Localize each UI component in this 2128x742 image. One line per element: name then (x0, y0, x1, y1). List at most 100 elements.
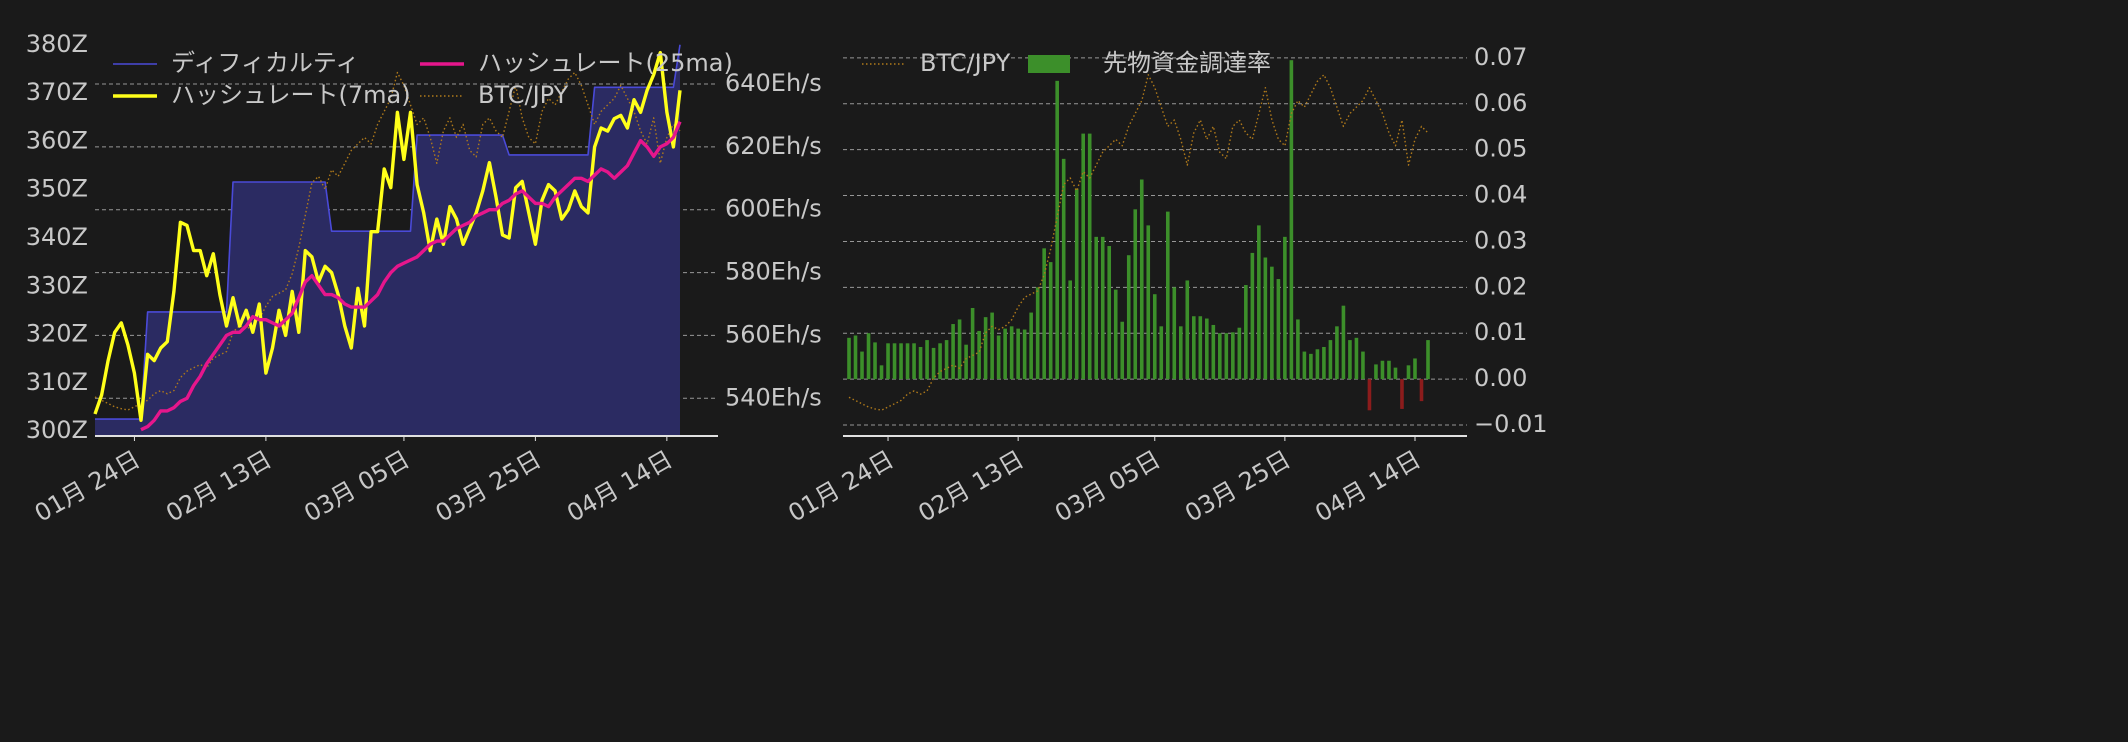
bar (1205, 318, 1209, 380)
bar (1296, 319, 1300, 380)
bar (1146, 225, 1151, 380)
bar (977, 330, 981, 380)
y-tick-label: 600Eh/s (725, 195, 822, 223)
bar (1426, 340, 1430, 380)
bar (1133, 209, 1138, 380)
legend-label: BTC/JPY (478, 81, 569, 109)
bar (1009, 326, 1014, 380)
bar (970, 307, 975, 380)
bar (938, 343, 942, 380)
y-tick-label: 380Z (26, 30, 88, 58)
legend-label: ハッシュレート(25ma) (478, 49, 733, 77)
area-fill (95, 44, 680, 437)
bar (853, 335, 858, 380)
y-tick-label: 350Z (26, 175, 88, 203)
bar (1094, 236, 1099, 380)
y-tick-label: 0.03 (1474, 226, 1527, 254)
bar (1211, 324, 1216, 380)
bar (1328, 340, 1333, 380)
legend-label: BTC/JPY (920, 49, 1011, 77)
y-tick-label: 640Eh/s (725, 69, 822, 97)
bar (1322, 346, 1326, 380)
bar (1289, 60, 1294, 380)
bar (1081, 133, 1086, 380)
y-tick-label: 340Z (26, 223, 88, 251)
y-tick-label: 320Z (26, 320, 88, 348)
bar (1406, 365, 1411, 380)
bar (1387, 360, 1391, 380)
y-tick-label: 0.04 (1474, 181, 1527, 209)
bar (1159, 326, 1164, 380)
bar (1172, 287, 1177, 380)
y-tick-label: 0.05 (1474, 135, 1527, 163)
bar (1107, 246, 1112, 380)
bar (1061, 158, 1066, 380)
bar (1113, 289, 1118, 380)
y-tick-label: 0.07 (1474, 43, 1527, 71)
y-tick-label: 0.06 (1474, 89, 1527, 117)
y-tick-label: 370Z (26, 78, 88, 106)
bar (996, 335, 1001, 380)
y-tick-label: 0.00 (1474, 364, 1527, 392)
series-line (93, 50, 682, 422)
bar (925, 340, 929, 380)
y-tick-label: 330Z (26, 271, 88, 299)
bar (1302, 351, 1307, 380)
bar (1218, 333, 1222, 380)
series-line (94, 71, 681, 411)
bar (1068, 280, 1072, 380)
bar (912, 343, 916, 380)
bar (1270, 266, 1274, 380)
bar (1139, 179, 1144, 380)
bar (1354, 337, 1359, 380)
bar (1074, 188, 1079, 380)
y-tick-label: 580Eh/s (725, 258, 822, 286)
legend-swatch (1028, 55, 1070, 73)
bar (1165, 211, 1170, 380)
bar (1250, 252, 1255, 380)
bar (1348, 340, 1352, 380)
y-tick-label: 560Eh/s (725, 320, 822, 348)
bar (957, 319, 962, 380)
bar (1263, 257, 1268, 380)
bar (1185, 280, 1190, 380)
bar (1309, 353, 1313, 380)
bar (1367, 379, 1372, 411)
bar (1341, 305, 1346, 380)
bar (1283, 236, 1287, 380)
y-tick-label: 310Z (26, 368, 88, 396)
bar (1029, 312, 1033, 380)
bar (990, 312, 994, 380)
bar (1315, 349, 1320, 380)
bar (1042, 248, 1046, 380)
y-tick-label: −0.01 (1474, 410, 1548, 438)
bar (1191, 316, 1196, 380)
bar (892, 343, 897, 380)
y-tick-label: 300Z (26, 416, 88, 444)
bar (1231, 332, 1235, 380)
bar (951, 324, 955, 380)
bar (1087, 133, 1092, 380)
bar (1016, 328, 1020, 380)
bar (1237, 327, 1242, 380)
legend-label: ディフィカルティ (171, 49, 359, 77)
bar (1178, 326, 1183, 380)
bar (983, 317, 988, 380)
bar (1198, 316, 1203, 380)
bar (1022, 329, 1027, 380)
bar (886, 343, 890, 380)
legend-label: ハッシュレート(7ma) (171, 81, 411, 109)
bar (918, 346, 923, 380)
bar (1048, 262, 1053, 380)
bar (1126, 255, 1131, 380)
bar (847, 337, 851, 380)
bar (860, 351, 864, 380)
bar (1276, 279, 1281, 380)
bar (1393, 367, 1398, 380)
bar (1055, 80, 1059, 380)
bar (905, 343, 910, 380)
area-line (95, 44, 681, 420)
bar (1224, 333, 1229, 380)
